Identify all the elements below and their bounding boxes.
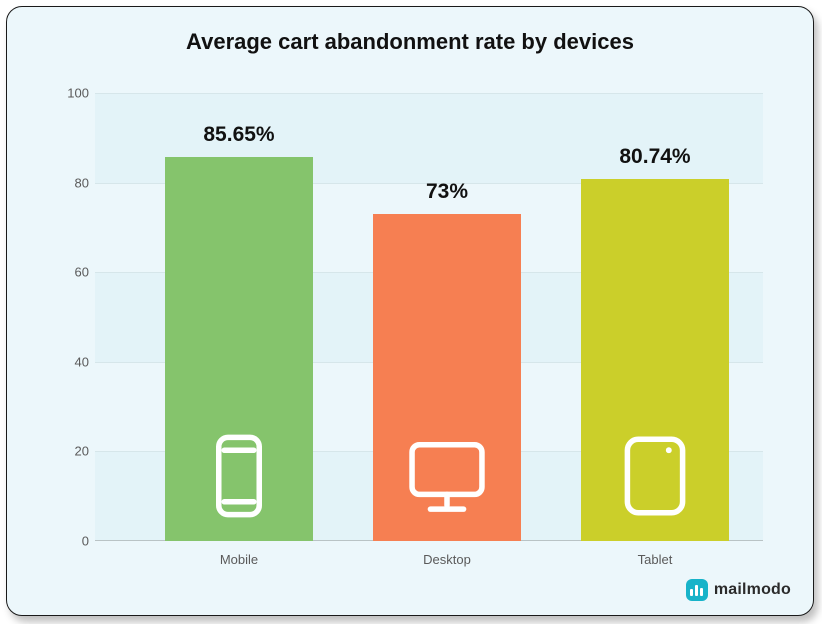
brand-text: mailmodo [714, 581, 791, 599]
bar-desktop [373, 214, 521, 541]
y-tick-label: 80 [51, 175, 89, 190]
bar-value-label: 73% [426, 180, 468, 204]
x-category-label: Desktop [423, 552, 471, 567]
y-tick-label: 40 [51, 354, 89, 369]
y-tick-label: 100 [51, 86, 89, 101]
bar-mobile [165, 157, 313, 541]
chart-card: Average cart abandonment rate by devices… [6, 6, 814, 616]
mailmodo-logo-icon [686, 579, 708, 601]
bar-value-label: 85.65% [203, 123, 274, 147]
chart-plot-area: 020406080100 85.65%Mobile 73%Desktop 80.… [95, 93, 763, 541]
x-category-label: Tablet [638, 552, 673, 567]
bar-tablet [581, 179, 729, 541]
x-category-label: Mobile [220, 552, 258, 567]
y-tick-label: 0 [51, 534, 89, 549]
brand: mailmodo [686, 579, 791, 601]
y-tick-label: 20 [51, 444, 89, 459]
y-tick-label: 60 [51, 265, 89, 280]
grid-line [95, 93, 763, 94]
tablet-icon [609, 430, 701, 527]
mobile-icon [193, 430, 285, 527]
desktop-icon [401, 430, 493, 527]
chart-title: Average cart abandonment rate by devices [7, 29, 813, 55]
bar-value-label: 80.74% [619, 145, 690, 169]
